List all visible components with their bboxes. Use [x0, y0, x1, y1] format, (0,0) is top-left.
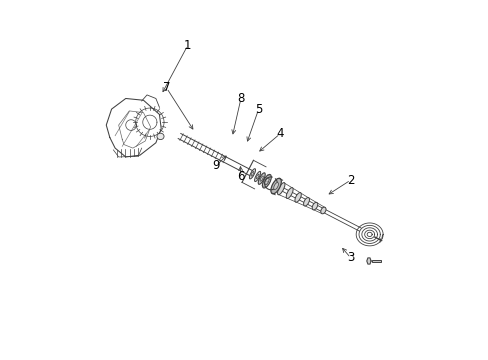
Ellipse shape [303, 198, 309, 206]
Ellipse shape [285, 188, 292, 198]
Ellipse shape [258, 173, 264, 184]
Ellipse shape [273, 183, 278, 189]
Bar [371, 260, 380, 262]
Text: 4: 4 [276, 127, 283, 140]
Ellipse shape [264, 178, 268, 185]
Ellipse shape [260, 176, 263, 181]
Ellipse shape [249, 169, 255, 179]
Ellipse shape [157, 133, 163, 140]
Ellipse shape [277, 183, 285, 195]
Text: 5: 5 [254, 103, 262, 116]
Polygon shape [366, 258, 370, 264]
Ellipse shape [254, 171, 260, 181]
Ellipse shape [262, 175, 271, 188]
Ellipse shape [311, 202, 317, 210]
Ellipse shape [256, 174, 259, 179]
Text: 9: 9 [212, 159, 220, 172]
Text: 2: 2 [346, 174, 354, 186]
Text: 3: 3 [346, 252, 354, 265]
Ellipse shape [320, 207, 325, 214]
Ellipse shape [294, 193, 301, 202]
Ellipse shape [251, 171, 253, 176]
Text: 7: 7 [163, 81, 170, 94]
Ellipse shape [270, 178, 281, 194]
Text: 1: 1 [183, 39, 191, 52]
Text: 8: 8 [237, 92, 244, 105]
Text: 6: 6 [237, 170, 244, 183]
